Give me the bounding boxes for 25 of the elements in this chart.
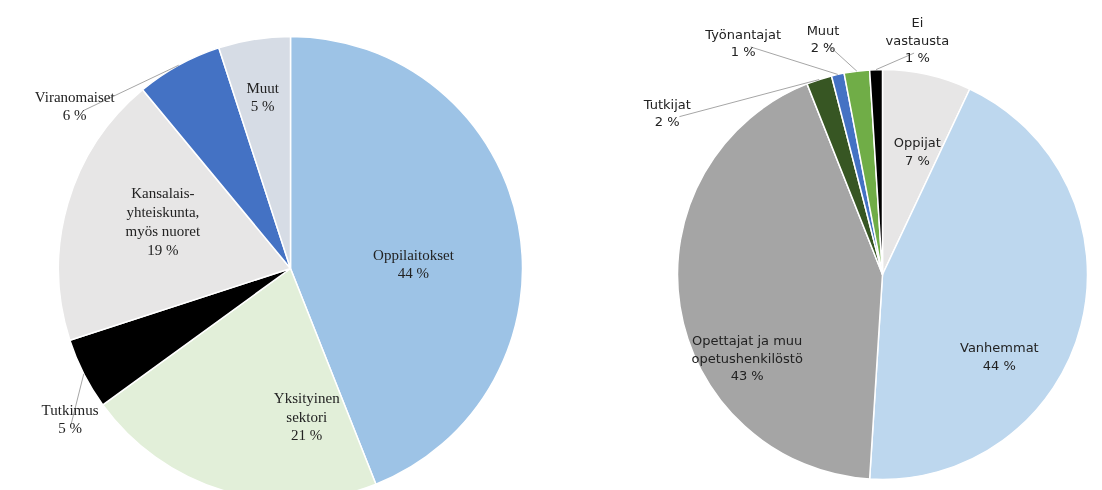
slice-label: Vanhemmat bbox=[959, 340, 1039, 356]
data-label: 44 % bbox=[982, 357, 1016, 373]
slice-label: Oppilaitokset bbox=[373, 246, 455, 263]
slice-label: Tutkimus bbox=[41, 402, 99, 419]
data-label: 19 % bbox=[147, 241, 179, 258]
data-label: 21 % bbox=[291, 427, 323, 444]
slice-label: Viranomaiset bbox=[34, 88, 116, 105]
slice-label: Muut bbox=[246, 79, 280, 96]
slice-label: Oppijat bbox=[893, 135, 941, 151]
data-label: 1 % bbox=[730, 43, 756, 59]
slice-label: Työnantajat bbox=[704, 26, 781, 42]
data-label: 5 % bbox=[250, 97, 275, 114]
slice-label: Tutkijat bbox=[642, 96, 691, 112]
slice-label: Muut bbox=[806, 22, 840, 38]
data-label: 44 % bbox=[397, 265, 430, 282]
data-label: 2 % bbox=[810, 39, 836, 55]
slice-label: Kansalais- yhteiskunta, myös nuoret bbox=[125, 185, 202, 240]
data-label: 7 % bbox=[904, 152, 930, 168]
slice-label: Ei vastausta bbox=[885, 14, 950, 48]
data-label: 6 % bbox=[62, 107, 87, 124]
data-label: 2 % bbox=[654, 113, 680, 129]
slice-label: Yksityinen sektori bbox=[273, 389, 341, 426]
data-label: 43 % bbox=[730, 367, 764, 383]
data-label: 5 % bbox=[58, 420, 82, 437]
data-label: 1 % bbox=[904, 50, 930, 66]
